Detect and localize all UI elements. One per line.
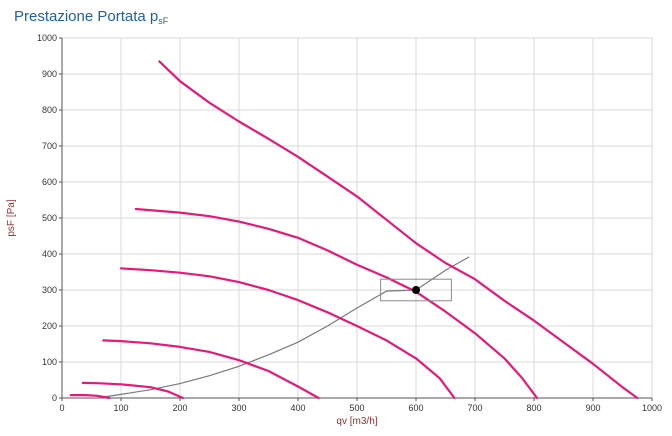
chart-title: Prestazione Portata psF	[14, 8, 168, 26]
tick-labels: 0 100 200 300 400 500 600 700 800 900 1000 0 100 200 3…	[37, 33, 662, 413]
x-tick-label-400: 400	[290, 403, 305, 413]
x-axis-label: qv [m3/h]	[336, 416, 377, 427]
fan-curve-1	[158, 60, 639, 400]
y-tick-label-800: 800	[42, 105, 57, 115]
x-tick-label-800: 800	[526, 403, 541, 413]
y-tick-label-900: 900	[42, 69, 57, 79]
markers	[380, 278, 452, 302]
y-axis-label: psF [Pa]	[6, 199, 17, 236]
y-tick-label-200: 200	[42, 321, 57, 331]
x-tick-label-600: 600	[408, 403, 423, 413]
fan-curve-2	[134, 207, 539, 400]
x-tick-label-700: 700	[467, 403, 482, 413]
chart-title-main: Prestazione Portata p	[14, 8, 159, 25]
series	[69, 60, 639, 400]
fan-curve-4	[102, 339, 320, 400]
x-tick-label-300: 300	[231, 403, 246, 413]
y-tick-label-300: 300	[42, 285, 57, 295]
fan-curve-5	[81, 381, 184, 400]
x-tick-label-900: 900	[585, 403, 600, 413]
chart-title-subscript: sF	[158, 16, 169, 26]
fan-curve-6	[69, 394, 111, 400]
y-tick-label-600: 600	[42, 177, 57, 187]
x-tick-label-200: 200	[172, 403, 187, 413]
x-tick-label-500: 500	[349, 403, 364, 413]
y-tick-label-1000: 1000	[37, 33, 57, 43]
working-range-box	[380, 278, 452, 302]
fan-curve-3	[119, 267, 456, 400]
x-tick-label-0: 0	[59, 403, 64, 413]
axes	[59, 37, 653, 401]
y-tick-label-700: 700	[42, 141, 57, 151]
y-tick-label-100: 100	[42, 357, 57, 367]
y-tick-label-500: 500	[42, 213, 57, 223]
x-tick-label-100: 100	[113, 403, 128, 413]
x-tick-label-1000: 1000	[642, 403, 662, 413]
operating-point	[412, 286, 420, 294]
y-tick-label-0: 0	[52, 393, 57, 403]
y-tick-label-400: 400	[42, 249, 57, 259]
